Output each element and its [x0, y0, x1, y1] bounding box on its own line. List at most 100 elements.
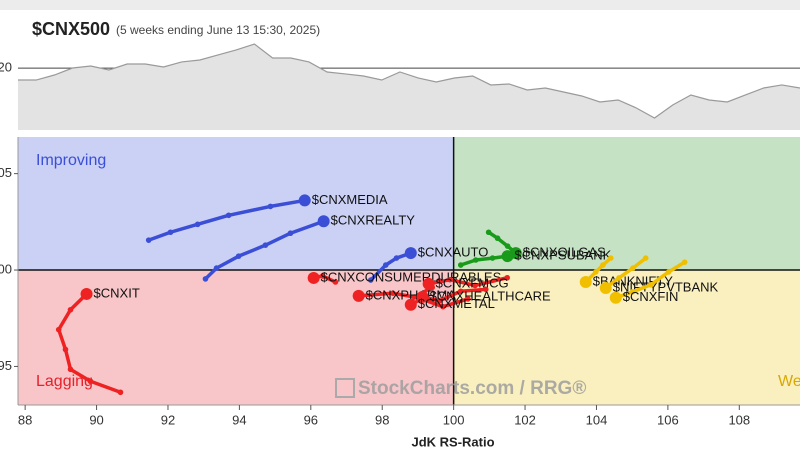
tail-point — [616, 275, 622, 281]
tail-point — [465, 296, 471, 302]
tail-point — [600, 262, 606, 268]
tail-point — [665, 269, 672, 275]
tail-point — [642, 255, 649, 261]
tail-point — [630, 265, 636, 271]
quadrant — [453, 137, 800, 271]
x-tick-label: 100 — [443, 412, 465, 427]
top-bar — [0, 0, 800, 10]
tail-point — [262, 242, 269, 248]
quadrant-label: Improving — [36, 152, 106, 169]
x-tick-label: 106 — [657, 412, 679, 427]
series-label: $CNXOILGAS — [523, 245, 606, 260]
tail-point — [447, 276, 453, 283]
tail-point — [472, 257, 479, 263]
tail-point — [55, 326, 62, 333]
tail-point — [393, 255, 400, 261]
tail-point — [202, 276, 209, 282]
tail-head — [404, 298, 417, 311]
tail-point — [62, 346, 69, 353]
series-label: $CNXIT — [94, 285, 140, 300]
tail-head — [609, 291, 622, 304]
tail-point — [194, 221, 201, 228]
tail-point — [235, 253, 242, 259]
x-tick-label: 98 — [375, 412, 389, 427]
tail-head — [404, 247, 417, 260]
tail-point — [213, 265, 220, 271]
index-chart: 20 — [0, 43, 800, 131]
quadrant-label: Weakening — [778, 373, 800, 390]
chart-title: $CNX500 — [32, 19, 110, 39]
chart-subtitle: (5 weeks ending June 13 15:30, 2025) — [116, 23, 320, 37]
watermark: StockCharts.com / RRG® — [358, 378, 586, 399]
x-tick-label: 108 — [728, 412, 750, 427]
index-area — [18, 44, 800, 131]
tail-point — [485, 229, 492, 236]
x-tick-label: 104 — [586, 412, 608, 427]
tail-point — [489, 255, 496, 261]
series-label: $CNXREALTY — [331, 213, 416, 228]
series-label: $CNXFIN — [623, 289, 679, 304]
tail-point — [287, 230, 294, 237]
rrg-chart: Improving Lagging Weakening 88 90 92 94 96 98 100… — [0, 137, 800, 449]
x-tick-label: 102 — [514, 412, 536, 427]
tail-point — [607, 255, 614, 261]
series-label: $CNXHEALTHCARE — [430, 288, 551, 303]
y-tick-label: 95 — [0, 358, 12, 373]
tail-point — [629, 289, 636, 295]
tail-point — [117, 389, 124, 396]
x-tick-label: 96 — [304, 412, 318, 427]
tail-head — [579, 275, 592, 288]
tail-point — [436, 298, 443, 304]
x-tick-label: 90 — [89, 412, 103, 427]
x-tick-label: 92 — [161, 412, 175, 427]
tail-head — [307, 271, 320, 284]
tail-point — [411, 294, 418, 300]
tail-point — [367, 277, 374, 283]
tail-point — [225, 212, 232, 219]
tail-point — [87, 378, 94, 385]
series-label: $CNXMEDIA — [312, 192, 388, 207]
quadrant — [18, 137, 454, 271]
watermark-icon — [335, 378, 355, 398]
y-tick-label: 100 — [0, 261, 12, 276]
tail-head — [501, 250, 514, 263]
tail-point — [504, 243, 511, 249]
tail-head — [352, 289, 365, 302]
tail-point — [440, 303, 446, 310]
tail-line — [459, 254, 510, 267]
index-line — [18, 43, 800, 119]
series-label: $CNXMETAL — [418, 296, 495, 311]
x-axis-label: JdK RS-Ratio — [411, 434, 494, 449]
tail-point — [267, 203, 274, 210]
tail-point — [390, 290, 396, 296]
tail-point — [319, 273, 326, 279]
tail-point — [472, 282, 478, 289]
tail-point — [592, 269, 599, 275]
tail-point — [418, 296, 425, 302]
tail-head — [599, 281, 612, 294]
x-tick-label: 88 — [18, 412, 32, 427]
tail-point — [482, 286, 489, 293]
tail-head — [298, 194, 311, 207]
tail-point — [145, 237, 152, 243]
tail-point — [504, 274, 510, 281]
tail-head — [317, 215, 330, 228]
tail-point — [457, 288, 464, 295]
tail-line — [369, 251, 413, 282]
tail-point — [494, 235, 501, 242]
tail-point — [382, 262, 389, 268]
tail-head — [80, 287, 93, 300]
quadrant-label: Lagging — [36, 373, 93, 390]
tail-line — [146, 198, 307, 242]
tail-line — [409, 297, 470, 309]
tail-point — [67, 366, 74, 373]
tail-point — [332, 279, 339, 285]
series-label: $CNXAUTO — [418, 245, 489, 260]
y-tick-label: 105 — [0, 165, 12, 180]
tail-line — [426, 275, 509, 288]
x-tick-label: 94 — [232, 412, 246, 427]
series-label: $CNXPSUBANK — [515, 248, 612, 263]
tail-point — [647, 282, 654, 288]
tail-point — [457, 262, 464, 268]
